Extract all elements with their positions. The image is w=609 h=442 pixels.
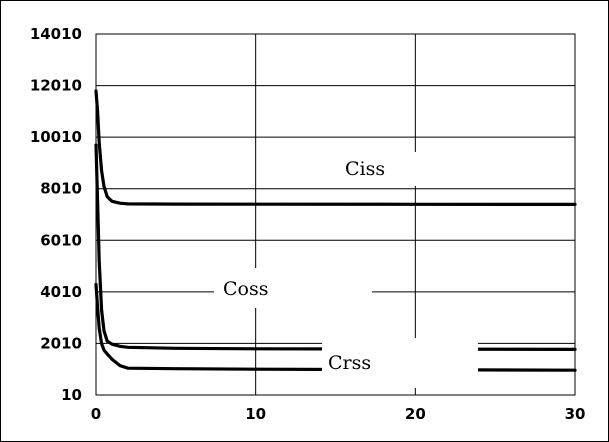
y-tick-label: 4010: [40, 283, 82, 301]
y-tick-label: 10: [61, 386, 82, 404]
tick-labels: 10 2010 4010 6010 8010 10010 12010 14010 0 10 20 30: [30, 25, 586, 423]
x-tick-label: 10: [245, 405, 266, 423]
plot-area-border: [95, 33, 576, 396]
series-line-coss: [94, 143, 577, 351]
ciss-label: Ciss: [345, 158, 385, 180]
series-line-crss: [94, 282, 577, 372]
y-tick-label: 12010: [30, 77, 82, 95]
series-lines: [94, 89, 577, 372]
coss-label: Coss: [223, 278, 268, 300]
x-tick-label: 20: [405, 405, 426, 423]
series-labels: Ciss Coss Crss: [214, 152, 492, 388]
series-line-ciss: [94, 89, 577, 206]
y-tick-label: 2010: [40, 334, 82, 352]
y-tick-label: 10010: [30, 128, 82, 146]
crss-label-background: [322, 338, 478, 388]
y-tick-label: 6010: [40, 231, 82, 249]
x-tick-label: 0: [91, 405, 101, 423]
y-tick-label: 8010: [40, 180, 82, 198]
ciss-label-background: [332, 152, 492, 186]
crss-label: Crss: [328, 352, 371, 374]
x-tick-label: 30: [565, 405, 586, 423]
grid: [95, 33, 576, 396]
y-tick-label: 14010: [30, 25, 82, 43]
coss-label-background: [214, 268, 372, 308]
